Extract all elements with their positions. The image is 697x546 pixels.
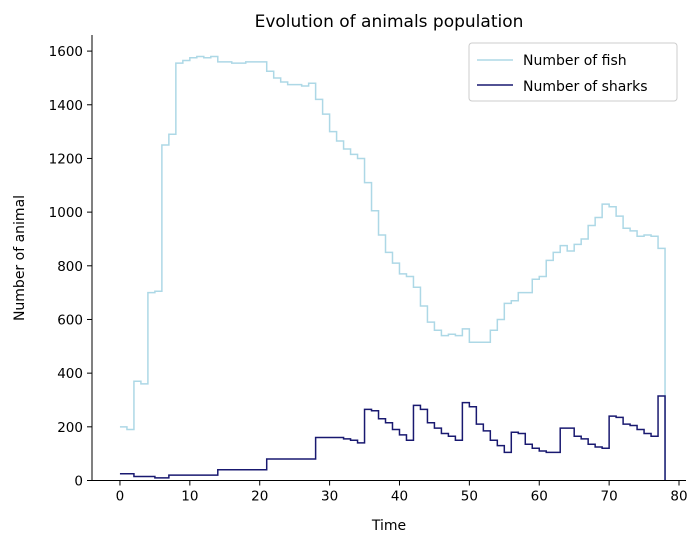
y-axis-ticks: 0 200 400 600 800 1000 1200 1400 1600 bbox=[49, 44, 92, 490]
y-tick-label: 400 bbox=[57, 366, 83, 382]
plot-area: 0 10 20 30 40 50 60 70 80 0 200 400 600 800 1000 1200 1… bbox=[49, 35, 688, 505]
x-tick-label: 10 bbox=[181, 489, 198, 505]
legend-label-sharks: Number of sharks bbox=[523, 79, 648, 95]
x-axis-ticks: 0 10 20 30 40 50 60 70 80 bbox=[116, 480, 688, 505]
chart-title: Evolution of animals population bbox=[255, 12, 524, 32]
x-axis-label: Time bbox=[371, 518, 406, 534]
x-tick-label: 0 bbox=[116, 489, 125, 505]
y-tick-label: 1400 bbox=[49, 98, 83, 114]
x-tick-label: 20 bbox=[251, 489, 268, 505]
x-tick-label: 30 bbox=[321, 489, 338, 505]
legend-box bbox=[468, 42, 678, 102]
y-tick-label: 800 bbox=[57, 259, 83, 275]
y-tick-label: 1600 bbox=[49, 44, 83, 60]
x-tick-label: 70 bbox=[601, 489, 618, 505]
x-tick-label: 40 bbox=[391, 489, 408, 505]
legend: Number of fish Number of sharks bbox=[468, 42, 678, 102]
y-tick-label: 1000 bbox=[49, 205, 83, 221]
x-tick-label: 60 bbox=[531, 489, 548, 505]
y-tick-label: 0 bbox=[74, 474, 83, 490]
series-line-sharks bbox=[119, 395, 666, 481]
y-tick-label: 1200 bbox=[49, 151, 83, 167]
x-tick-label: 80 bbox=[670, 489, 687, 505]
y-axis-label: Number of animal bbox=[12, 195, 28, 321]
series-line-fish bbox=[119, 55, 666, 481]
x-tick-label: 50 bbox=[461, 489, 478, 505]
y-tick-label: 600 bbox=[57, 312, 83, 328]
series-layer bbox=[119, 55, 666, 481]
legend-label-fish: Number of fish bbox=[523, 53, 627, 69]
y-tick-label: 200 bbox=[57, 420, 83, 436]
